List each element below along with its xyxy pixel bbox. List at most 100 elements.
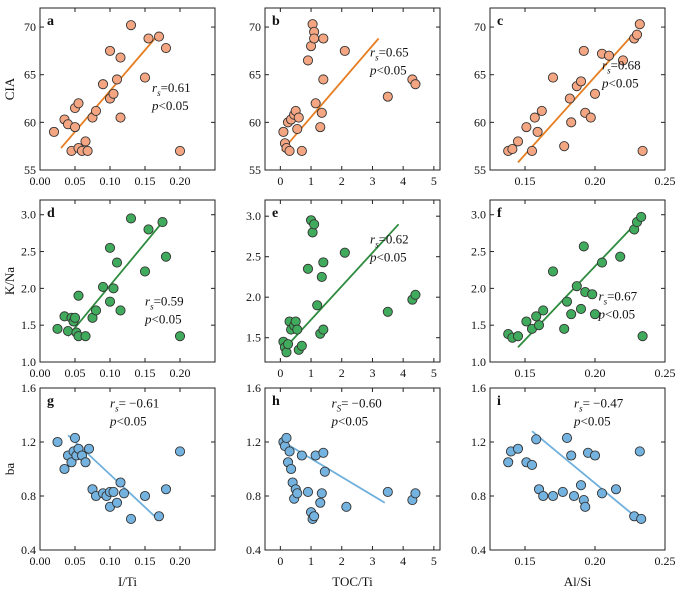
data-point [290,316,301,327]
data-point [108,486,119,498]
panel-label: d [47,206,55,221]
panel-d: 0.00 0.05 0.10 0.15 0.20 1.0 1.5 2.0 2.5 3.0 d rs=0… [2,199,216,380]
x-tick-label: 2 [339,366,345,380]
data-point [104,242,116,253]
data-point [80,457,91,468]
data-point [531,311,542,322]
data-point [575,303,587,315]
data-point [557,486,568,498]
data-point [282,339,294,350]
y-tick-label: 1.5 [471,318,486,332]
x-axis-label: Al/Si [564,574,592,589]
data-point [296,450,307,461]
panel-label: e [272,206,278,221]
data-point [610,484,622,495]
x-tick-label: 0 [277,554,283,568]
data-point [531,434,542,445]
data-point [566,450,577,461]
data-point [316,271,327,283]
panel-label: g [47,394,54,409]
rs-annotation: rs= −0.47 [574,395,624,413]
x-tick-label: 0.15 [515,174,536,188]
data-point [319,466,330,477]
y-tick-label: 1.2 [246,435,261,449]
data-point [580,501,591,512]
x-tick-label: 0.20 [170,554,191,568]
data-point [559,323,570,334]
data-point [69,432,81,444]
data-point [561,296,573,307]
data-point [547,72,559,83]
data-point [293,112,304,123]
y-tick-label: 60 [474,115,486,129]
panel-frame [264,199,441,363]
data-point [382,486,393,498]
x-tick-label: 0.15 [135,174,156,188]
data-point [561,432,573,444]
y-tick-label: 0.8 [21,489,36,503]
data-point [118,488,130,499]
y-tick-label: 1.2 [471,435,486,449]
data-point [108,88,119,99]
data-point [382,91,393,102]
y-tick-label: 0.8 [471,489,486,503]
panel-g: 0.00 0.05 0.10 0.15 0.20 0.4 0.8 1.2 1.6 g rs= −0.… [2,381,216,589]
data-point [284,446,295,457]
data-point [634,19,645,30]
data-point [73,98,84,109]
data-point [585,112,596,123]
data-point [318,257,329,268]
p-annotation: p<0.05 [573,413,611,428]
data-point [596,257,608,268]
y-axis-label: K/Na [2,267,17,295]
x-tick-label: 0.00 [30,366,51,380]
regression-line [67,221,164,337]
data-point [309,219,320,230]
x-tick-label: 4 [400,554,406,568]
y-tick-label: 65 [249,68,261,82]
data-point [73,290,84,301]
p-annotation: p<0.05 [331,413,369,428]
x-tick-label: 3 [369,366,375,380]
data-point [637,331,648,342]
data-point [636,513,647,525]
data-point [538,490,549,502]
data-point [115,305,126,316]
data-point [302,55,314,66]
data-point [315,122,326,133]
data-point [512,331,524,342]
y-tick-label: 55 [474,163,486,177]
data-point [292,123,303,135]
data-point [292,324,303,335]
y-tick-label: 2.0 [471,281,486,295]
y-tick-label: 1.6 [21,381,36,395]
data-point [115,477,126,488]
y-tick-label: 3.0 [246,209,261,223]
y-tick-label: 1.0 [471,355,486,369]
x-tick-label: 0.25 [655,174,676,188]
data-point [339,247,350,258]
data-point [115,52,126,63]
data-point [309,511,320,522]
data-point [316,488,327,499]
data-point [578,45,589,56]
data-point [578,241,589,252]
data-point [571,281,582,292]
data-point [538,305,549,316]
x-tick-label: 0.10 [100,366,121,380]
data-point [634,446,645,457]
data-point [115,112,126,123]
data-point [603,50,615,61]
data-point [174,446,186,457]
y-tick-label: 65 [474,68,486,82]
x-tick-label: 0.15 [515,554,536,568]
rs-annotation: rs=0.62 [370,232,409,250]
panel-frame [489,7,666,171]
data-point [315,497,326,508]
data-point [559,141,570,152]
panel-label: f [497,206,502,221]
y-tick-label: 2.0 [21,281,36,295]
data-point [341,501,352,512]
x-axis-label: I/Ti [118,574,137,589]
data-point [339,45,350,56]
